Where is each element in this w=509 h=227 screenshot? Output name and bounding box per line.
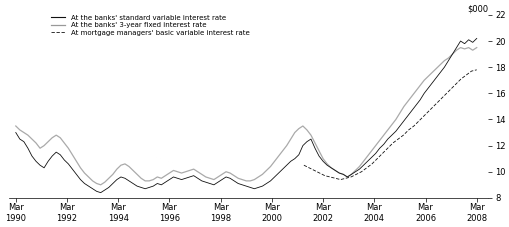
Text: $000: $000 bbox=[466, 4, 487, 13]
Legend: At the banks' standard variable interest rate, At the banks' 3-year fixed intere: At the banks' standard variable interest… bbox=[48, 12, 251, 38]
